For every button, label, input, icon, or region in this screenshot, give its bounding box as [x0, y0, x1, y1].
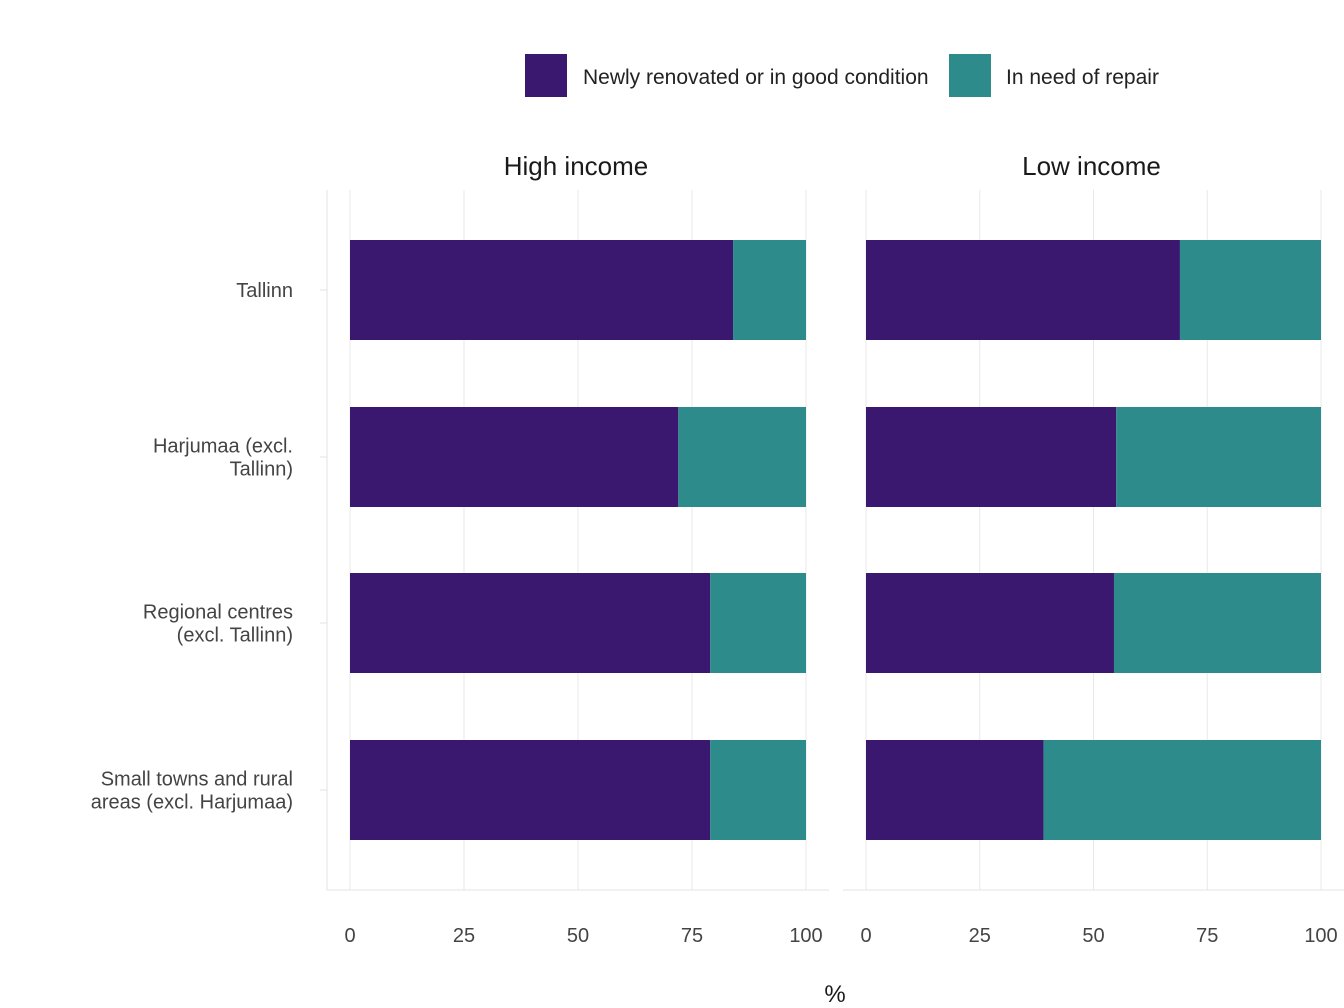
x-tick-label: 75: [1196, 925, 1218, 947]
y-category-label: (excl. Tallinn): [177, 625, 293, 647]
bar-segment: [866, 573, 1114, 673]
y-category-label: Small towns and rural: [101, 769, 293, 791]
bar-segment: [1043, 740, 1321, 840]
panel-low-income: Low income 0 25 50 75 100: [843, 151, 1344, 947]
x-tick-label: 50: [1082, 925, 1104, 947]
panel-title: Low income: [1022, 151, 1161, 181]
x-tick-label: 0: [860, 925, 871, 947]
x-tick-label: 25: [969, 925, 991, 947]
x-tick-label: 100: [789, 925, 822, 947]
x-tick-label: 25: [453, 925, 475, 947]
legend-label: Newly renovated or in good condition: [583, 66, 929, 89]
legend-label: In need of repair: [1006, 66, 1159, 89]
y-category-label: Tallinn): [230, 459, 293, 481]
bar-segment: [350, 240, 734, 340]
bar-segment: [678, 407, 806, 507]
legend: Newly renovated or in good condition In n…: [525, 54, 1159, 97]
legend-swatch: [949, 54, 991, 97]
y-category-label: Tallinn: [236, 280, 293, 302]
legend-swatch: [525, 54, 567, 97]
bar-segment: [1179, 240, 1321, 340]
panels: High income 0 25 50 75 100 Low income 0 25 50 75 10…: [326, 151, 1344, 947]
bar-segment: [350, 573, 711, 673]
bar-segment: [350, 740, 711, 840]
bar-segment: [866, 407, 1117, 507]
bar-segment: [1116, 407, 1321, 507]
x-tick-label: 0: [344, 925, 355, 947]
bar-segment: [866, 240, 1180, 340]
x-tick-label: 100: [1304, 925, 1337, 947]
bar-segment: [710, 573, 806, 673]
bar-segment: [866, 740, 1044, 840]
x-axis-title: %: [824, 981, 845, 1008]
x-tick-label: 50: [567, 925, 589, 947]
bar-segment: [710, 740, 806, 840]
y-category-label: Regional centres: [143, 602, 293, 624]
x-tick-label: 75: [681, 925, 703, 947]
bar-segment: [1113, 573, 1321, 673]
y-axis-labels: Tallinn Harjumaa (excl.Tallinn) Regional c…: [91, 280, 327, 814]
y-category-label: Harjumaa (excl.: [153, 436, 293, 458]
bar-segment: [350, 407, 679, 507]
bar-segment: [733, 240, 806, 340]
panel-title: High income: [504, 151, 649, 181]
panel-high-income: High income 0 25 50 75 100: [326, 151, 829, 947]
y-category-label: areas (excl. Harjumaa): [91, 792, 293, 814]
